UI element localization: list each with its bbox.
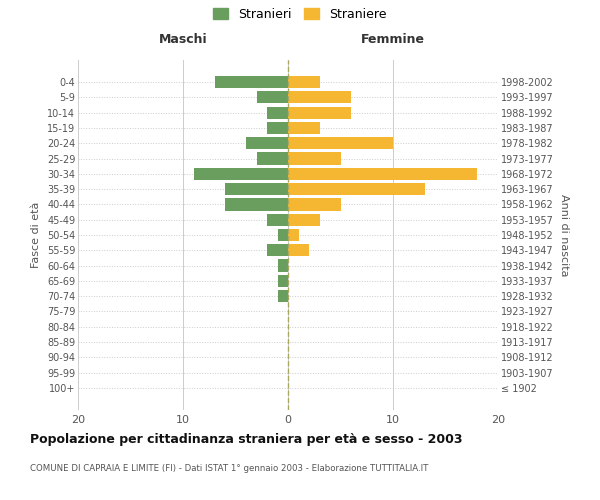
Bar: [277, 290, 288, 302]
Text: Popolazione per cittadinanza straniera per età e sesso - 2003: Popolazione per cittadinanza straniera p…: [30, 432, 463, 446]
Bar: [288, 91, 351, 104]
Bar: [288, 168, 477, 180]
Bar: [288, 214, 320, 226]
Bar: [267, 244, 288, 256]
Bar: [215, 76, 288, 88]
Bar: [225, 198, 288, 210]
Bar: [267, 122, 288, 134]
Bar: [277, 260, 288, 272]
Bar: [257, 152, 288, 164]
Bar: [246, 137, 288, 149]
Bar: [225, 183, 288, 195]
Bar: [288, 106, 351, 118]
Bar: [257, 91, 288, 104]
Bar: [193, 168, 288, 180]
Bar: [277, 275, 288, 287]
Bar: [277, 229, 288, 241]
Bar: [267, 106, 288, 118]
Text: COMUNE DI CAPRAIA E LIMITE (FI) - Dati ISTAT 1° gennaio 2003 - Elaborazione TUTT: COMUNE DI CAPRAIA E LIMITE (FI) - Dati I…: [30, 464, 428, 473]
Y-axis label: Fasce di età: Fasce di età: [31, 202, 41, 268]
Text: Maschi: Maschi: [158, 33, 208, 46]
Bar: [288, 152, 341, 164]
Bar: [288, 76, 320, 88]
Bar: [288, 244, 309, 256]
Legend: Stranieri, Straniere: Stranieri, Straniere: [208, 2, 392, 26]
Bar: [288, 137, 393, 149]
Bar: [288, 183, 425, 195]
Bar: [267, 214, 288, 226]
Bar: [288, 229, 299, 241]
Bar: [288, 122, 320, 134]
Text: Femmine: Femmine: [361, 33, 425, 46]
Y-axis label: Anni di nascita: Anni di nascita: [559, 194, 569, 276]
Bar: [288, 198, 341, 210]
